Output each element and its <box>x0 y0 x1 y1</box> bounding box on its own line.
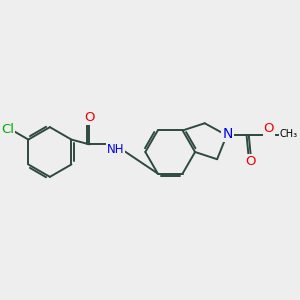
Text: NH: NH <box>107 143 124 156</box>
Text: CH₃: CH₃ <box>280 129 298 139</box>
Text: N: N <box>222 127 233 141</box>
Text: O: O <box>245 155 256 168</box>
Text: Cl: Cl <box>2 123 14 136</box>
Text: O: O <box>264 122 274 135</box>
Text: O: O <box>84 111 95 124</box>
